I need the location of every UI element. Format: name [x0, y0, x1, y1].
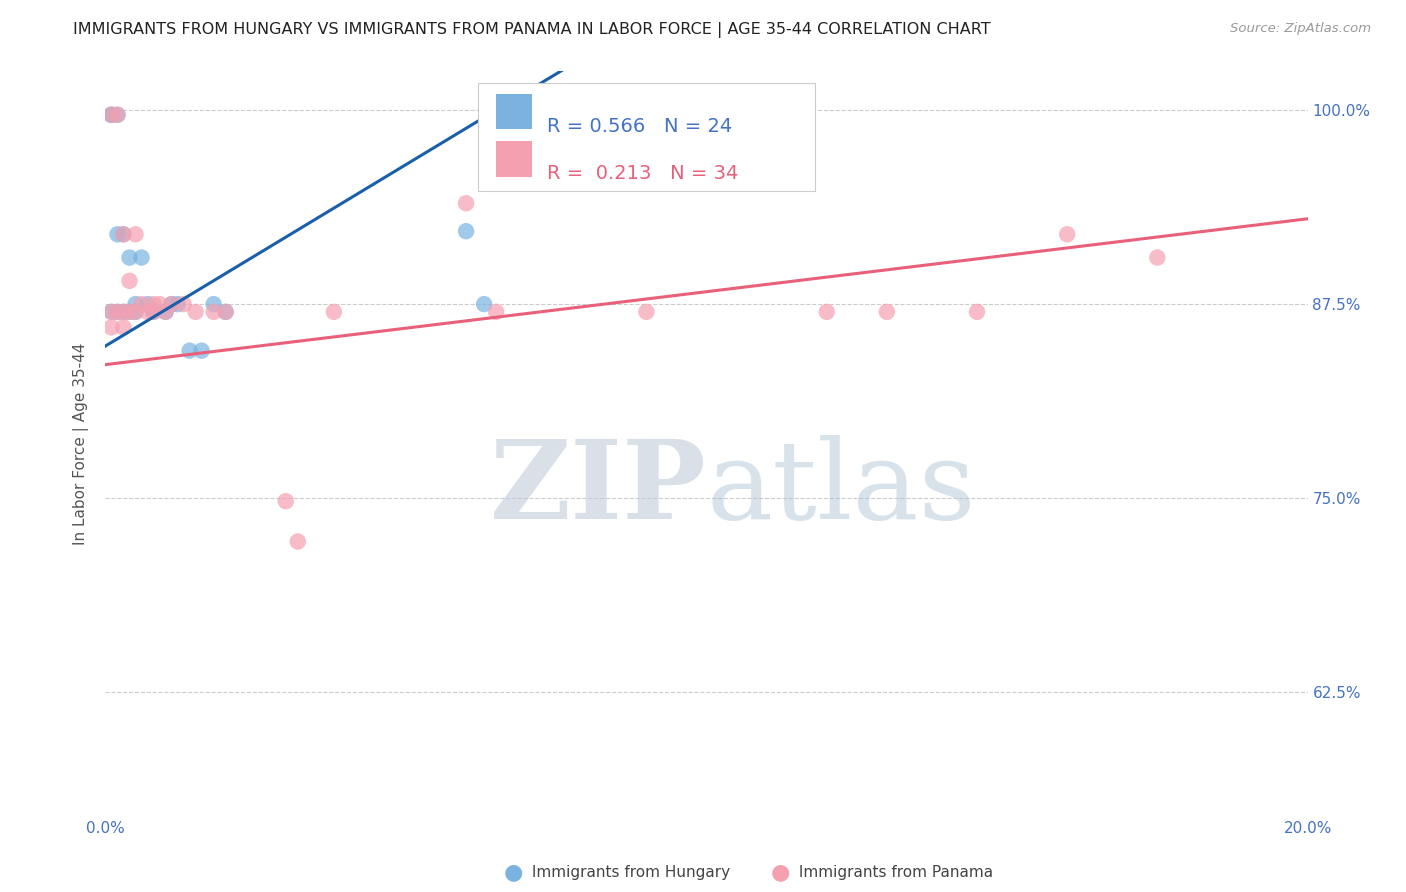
Y-axis label: In Labor Force | Age 35-44: In Labor Force | Age 35-44 [73, 343, 90, 545]
Point [160, 297, 183, 311]
Point [454, 196, 477, 211]
Point [202, 305, 225, 319]
Point [136, 297, 159, 311]
Point [142, 305, 165, 319]
Point [876, 305, 898, 319]
Point [100, 305, 122, 319]
Text: R =  0.213   N = 34: R = 0.213 N = 34 [547, 164, 738, 183]
Point [274, 494, 297, 508]
FancyBboxPatch shape [496, 94, 533, 129]
Point [636, 305, 658, 319]
Point [214, 305, 236, 319]
Point [322, 305, 344, 319]
Point [155, 305, 177, 319]
Point [112, 305, 135, 319]
FancyBboxPatch shape [478, 83, 814, 191]
FancyBboxPatch shape [496, 141, 533, 177]
Point [131, 251, 153, 265]
Point [107, 305, 129, 319]
Point [148, 297, 170, 311]
Point [124, 305, 146, 319]
Point [173, 297, 195, 311]
Point [112, 305, 135, 319]
Point [124, 297, 146, 311]
Point [155, 305, 177, 319]
Point [100, 108, 122, 122]
Point [107, 108, 129, 122]
Point [100, 320, 122, 334]
Point [136, 305, 159, 319]
Point [107, 227, 129, 242]
Text: ●: ● [503, 863, 523, 882]
Text: Immigrants from Panama: Immigrants from Panama [794, 865, 994, 880]
Text: ZIP: ZIP [489, 435, 707, 542]
Text: IMMIGRANTS FROM HUNGARY VS IMMIGRANTS FROM PANAMA IN LABOR FORCE | AGE 35-44 COR: IMMIGRANTS FROM HUNGARY VS IMMIGRANTS FR… [73, 22, 991, 38]
Point [112, 320, 135, 334]
Point [454, 224, 477, 238]
Text: ●: ● [770, 863, 790, 882]
Point [107, 108, 129, 122]
Point [124, 305, 146, 319]
Point [472, 297, 495, 311]
Point [166, 297, 188, 311]
Point [815, 305, 838, 319]
Point [118, 251, 141, 265]
Point [202, 297, 225, 311]
Text: atlas: atlas [707, 435, 976, 542]
Point [142, 297, 165, 311]
Point [1146, 251, 1168, 265]
Point [118, 305, 141, 319]
Point [1056, 227, 1078, 242]
Text: Immigrants from Hungary: Immigrants from Hungary [527, 865, 730, 880]
Point [966, 305, 988, 319]
Point [124, 227, 146, 242]
Point [112, 227, 135, 242]
Point [131, 297, 153, 311]
Point [118, 274, 141, 288]
Point [190, 343, 212, 358]
Point [107, 305, 129, 319]
Point [184, 305, 207, 319]
Text: R = 0.566   N = 24: R = 0.566 N = 24 [547, 118, 733, 136]
Point [118, 305, 141, 319]
Point [100, 305, 122, 319]
Point [287, 534, 309, 549]
Point [112, 227, 135, 242]
Point [485, 305, 508, 319]
Text: Source: ZipAtlas.com: Source: ZipAtlas.com [1230, 22, 1371, 36]
Point [100, 108, 122, 122]
Point [214, 305, 236, 319]
Point [142, 305, 165, 319]
Point [179, 343, 201, 358]
Point [100, 108, 122, 122]
Point [160, 297, 183, 311]
